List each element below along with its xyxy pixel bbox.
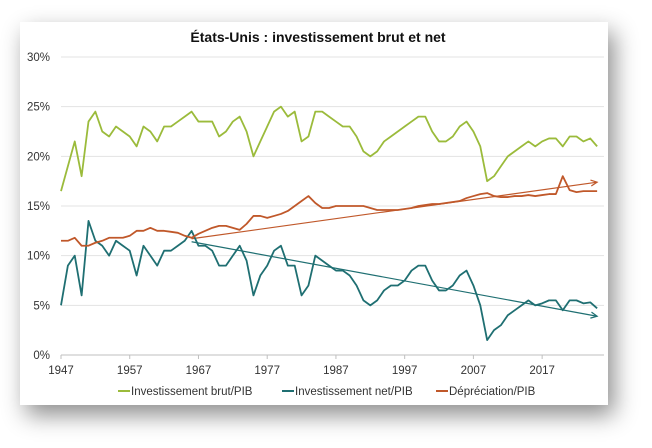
x-tick-label: 1997 — [392, 365, 418, 377]
x-tick-label: 1947 — [48, 365, 74, 377]
trendline-arrowhead — [590, 311, 599, 319]
y-tick-label: 10% — [27, 251, 50, 263]
x-tick-label: 1977 — [254, 365, 280, 377]
series-line-2 — [61, 175, 598, 247]
x-tick-label: 1957 — [117, 365, 143, 377]
chart-title: États-Unis : investissement brut et net — [190, 29, 446, 45]
legend-label: Dépréciation/PIB — [449, 386, 536, 398]
series-line-1 — [60, 219, 598, 342]
x-tick-label: 1987 — [323, 365, 349, 377]
x-tick-label: 2007 — [461, 365, 487, 377]
trendline-arrowhead — [590, 179, 599, 187]
series-line-0 — [60, 105, 598, 192]
y-tick-label: 15% — [27, 201, 50, 213]
chart-card: États-Unis : investissement brut et net … — [20, 22, 608, 405]
trendline — [191, 241, 598, 317]
y-tick-label: 25% — [27, 102, 50, 114]
line-chart: États-Unis : investissement brut et net … — [27, 29, 604, 398]
y-tick-label: 20% — [27, 151, 50, 163]
legend-label: Investissement brut/PIB — [131, 386, 253, 398]
x-tick-label: 2017 — [529, 365, 555, 377]
x-tick-label: 1967 — [186, 365, 212, 377]
legend-label: Investissement net/PIB — [295, 386, 413, 398]
y-tick-label: 30% — [27, 52, 50, 64]
y-tick-label: 5% — [33, 300, 50, 312]
y-tick-label: 0% — [33, 350, 50, 362]
